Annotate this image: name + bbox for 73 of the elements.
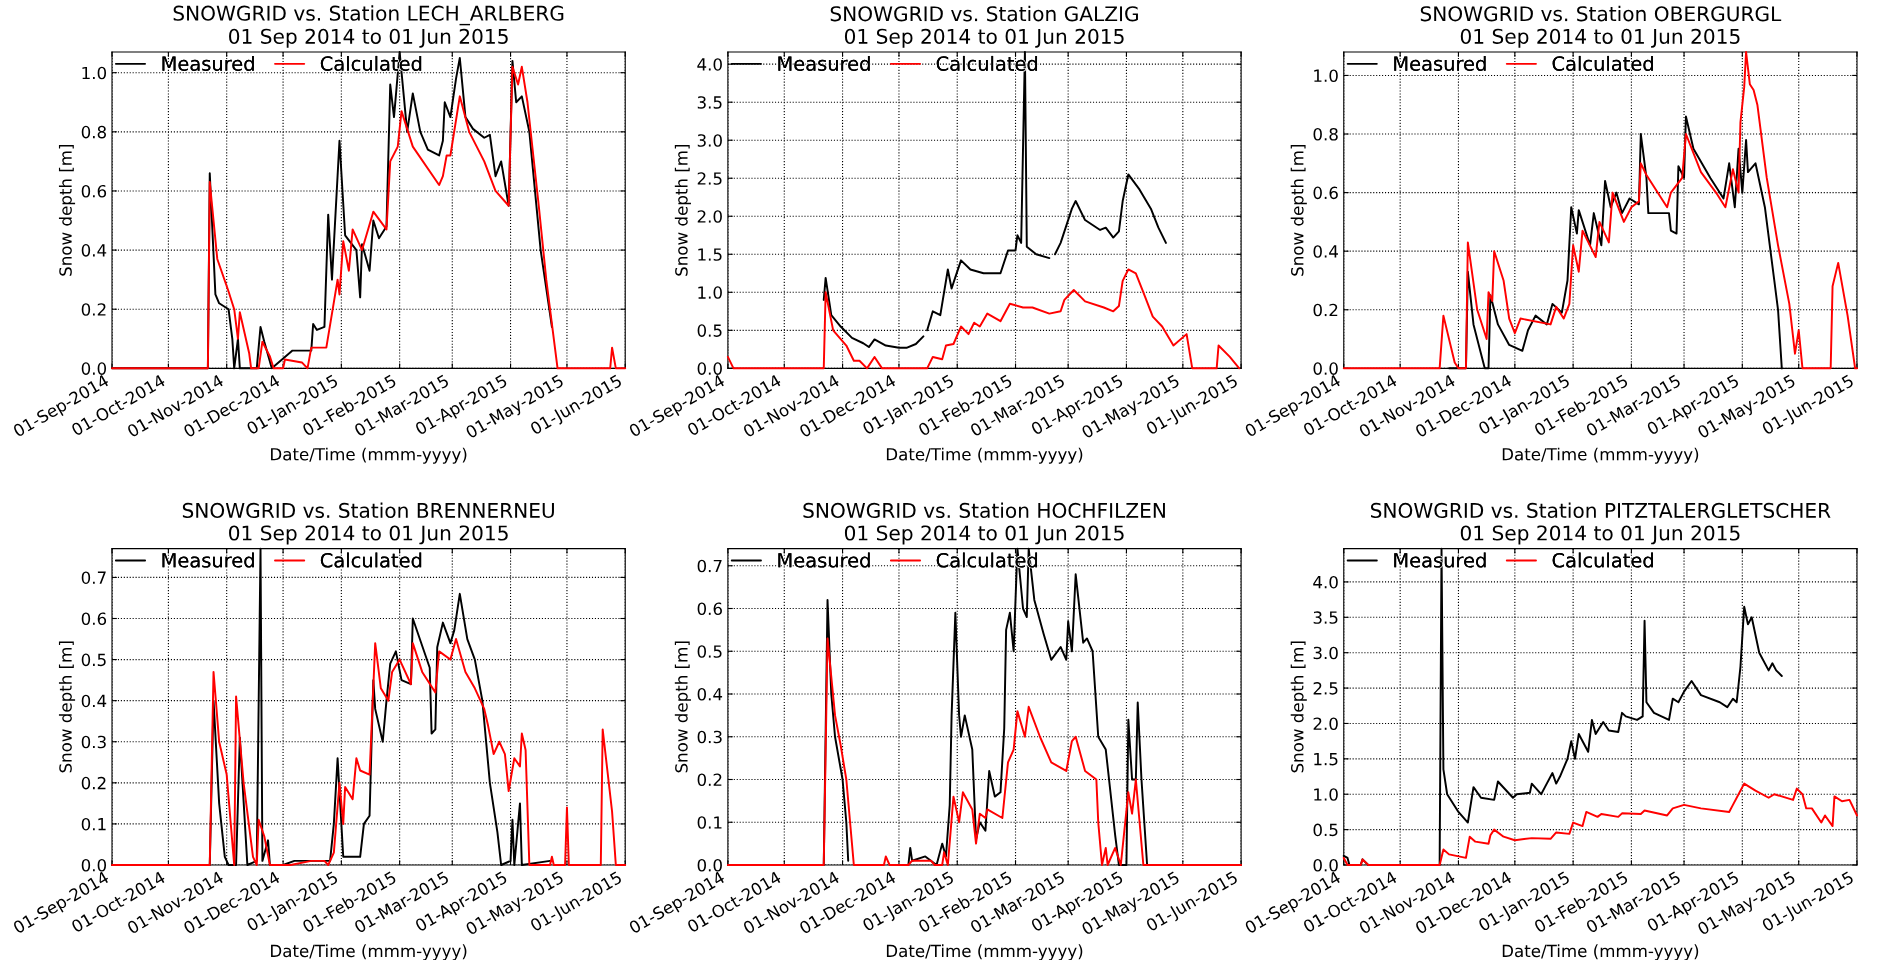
y-tick-label: 0.0 (81, 362, 107, 375)
y-tick-label: 0.6 (697, 602, 722, 616)
y-tick-label: 0.4 (697, 687, 723, 701)
y-tick-label: 1.0 (1314, 69, 1338, 82)
legend-label: Measured (162, 55, 254, 71)
x-axis-title: Date/Time (mmm-yyyy) (271, 447, 467, 464)
legend-label: Calculated (1552, 55, 1653, 71)
y-tick-label: 1.0 (1314, 788, 1338, 801)
y-tick-label: 0.3 (697, 730, 722, 744)
legend-label: Calculated (320, 552, 422, 568)
y-tick-label: 0.2 (1313, 303, 1338, 317)
y-axis-title: Snow depth [m] (58, 641, 76, 773)
x-axis-title: Date/Time (mmm-yyyy) (886, 447, 1083, 464)
y-tick-label: 0.2 (81, 776, 106, 790)
chart-title: SNOWGRID vs. Station PITZTALERGLETSCHER 01 Sep 2014 to 01 Jun 2015 (1370, 502, 1831, 545)
line-series (1342, 51, 1858, 370)
y-tick-label: 0.0 (697, 362, 722, 375)
chart-title: SNOWGRID vs. Station GALZIG 01 Sep 2014 to 01 Jun 2015 (830, 5, 1138, 48)
y-tick-label: 0.3 (81, 735, 106, 749)
y-axis-title: Snow depth [m] (58, 144, 76, 276)
chart-title: SNOWGRID vs. Station LECH_ARLBERG 01 Sep 2014 to 01 Jun 2015 (173, 5, 564, 48)
x-axis-title: Date/Time (mmm-yyyy) (1502, 447, 1699, 464)
y-tick-label: 0.4 (1313, 245, 1338, 258)
y-axis-title: Snow depth [m] (674, 641, 691, 773)
y-tick-label: 0.4 (81, 244, 107, 257)
x-axis-title: Date/Time (mmm-yyyy) (1502, 944, 1699, 960)
y-tick-label: 0.0 (81, 858, 107, 872)
chart-title: SNOWGRID vs. Station BRENNERNEU 01 Sep 2014 to 01 Jun 2015 (182, 502, 554, 545)
y-tick-label: 3.5 (697, 96, 722, 109)
chart-title: SNOWGRID vs. Station OBERGURGL 01 Sep 2014 to 01 Jun 2015 (1420, 5, 1782, 48)
legend-label: Measured (162, 552, 254, 568)
y-tick-label: 0.8 (1313, 127, 1338, 141)
y-tick-label: 2.5 (697, 172, 722, 185)
y-tick-label: 0.5 (697, 645, 722, 658)
y-tick-label: 3.0 (697, 134, 722, 147)
y-tick-label: 1.0 (82, 66, 107, 80)
x-axis-title: Date/Time (mmm-yyyy) (886, 944, 1083, 960)
x-axis-title: Date/Time (mmm-yyyy) (271, 944, 467, 960)
legend-label: Measured (778, 552, 870, 568)
y-tick-label: 0.8 (81, 125, 106, 139)
chart-title: SNOWGRID vs. Station HOCHFILZEN 01 Sep 2014 to 01 Jun 2015 (803, 502, 1165, 545)
legend-label: Measured (1394, 55, 1486, 71)
y-axis-title: Snow depth [m] (1290, 144, 1307, 276)
y-tick-label: 0.6 (81, 612, 107, 626)
y-tick-label: 0.5 (697, 324, 722, 337)
y-tick-label: 0.5 (81, 653, 106, 667)
y-tick-label: 2.0 (697, 210, 722, 223)
y-tick-label: 4.0 (1313, 575, 1338, 589)
y-tick-label: 0.2 (81, 303, 106, 316)
y-tick-label: 0.0 (1313, 858, 1338, 872)
y-tick-label: 1.0 (698, 286, 722, 299)
y-tick-label: 0.0 (1313, 362, 1338, 375)
y-tick-label: 1.5 (1314, 753, 1338, 766)
y-tick-label: 4.0 (697, 58, 722, 71)
y-tick-label: 3.0 (1313, 646, 1338, 660)
y-tick-label: 0.1 (81, 817, 106, 831)
legend-label: Calculated (1552, 552, 1653, 568)
y-tick-label: 3.5 (1313, 611, 1338, 624)
y-tick-label: 0.6 (81, 184, 107, 198)
y-tick-label: 0.1 (697, 816, 722, 829)
y-tick-label: 0.0 (697, 858, 722, 872)
y-tick-label: 2.0 (1313, 717, 1338, 731)
y-axis-title: Snow depth [m] (674, 144, 691, 276)
y-tick-label: 1.5 (698, 248, 722, 261)
legend-label: Measured (778, 55, 870, 71)
y-tick-label: 0.7 (81, 571, 106, 584)
y-tick-label: 2.5 (1313, 682, 1338, 695)
y-axis-title: Snow depth [m] (1290, 641, 1307, 773)
y-tick-label: 0.4 (81, 694, 107, 708)
y-tick-label: 0.7 (697, 559, 722, 573)
y-tick-label: 0.2 (697, 773, 722, 787)
y-tick-label: 0.5 (1313, 823, 1338, 837)
y-tick-label: 0.6 (1313, 186, 1338, 200)
